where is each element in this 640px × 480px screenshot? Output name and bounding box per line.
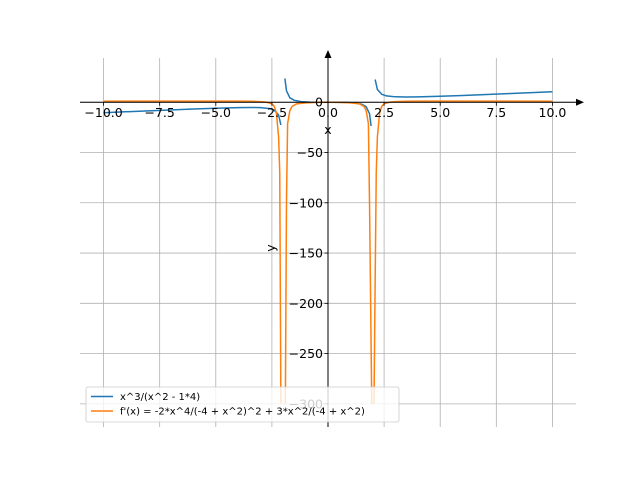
x-tick-label: 10.0 <box>539 105 567 120</box>
y-axis-arrow-icon <box>324 50 332 58</box>
legend: x^3/(x^2 - 1*4) f'(x) = -2*x^4/(-4 + x^2… <box>85 386 400 423</box>
x-tick-label: 5.0 <box>430 105 450 120</box>
series-2-line <box>373 100 553 404</box>
x-tick-label: −7.5 <box>144 105 174 120</box>
x-tick-label: −10.0 <box>84 105 122 120</box>
x-axis-arrow-icon <box>576 98 584 106</box>
y-tick-label: −50 <box>297 145 323 160</box>
x-tick-label: −2.5 <box>257 105 287 120</box>
x-tick-label: 7.5 <box>486 105 506 120</box>
series-1-line <box>374 79 553 98</box>
y-axis-title: y <box>263 244 278 252</box>
legend-label-series-2: f'(x) = -2*x^4/(-4 + x^2)^2 + 3*x^2/(-4 … <box>120 407 365 418</box>
legend-label-series-1: x^3/(x^2 - 1*4) <box>120 392 200 403</box>
y-tick-label: −200 <box>289 296 323 311</box>
x-tick-label: −5.0 <box>201 105 231 120</box>
y-tick-label: −250 <box>289 346 323 361</box>
y-tick-label: −100 <box>289 195 323 210</box>
y-tick-label: 0 <box>315 95 323 110</box>
x-axis-title: x <box>324 122 331 137</box>
legend-box <box>85 386 400 423</box>
axes <box>80 50 584 427</box>
x-tick-label: 2.5 <box>374 105 394 120</box>
x-tick-label: 0.0 <box>318 105 338 120</box>
y-tick-label: −150 <box>289 246 323 261</box>
series-2-line <box>103 100 282 404</box>
